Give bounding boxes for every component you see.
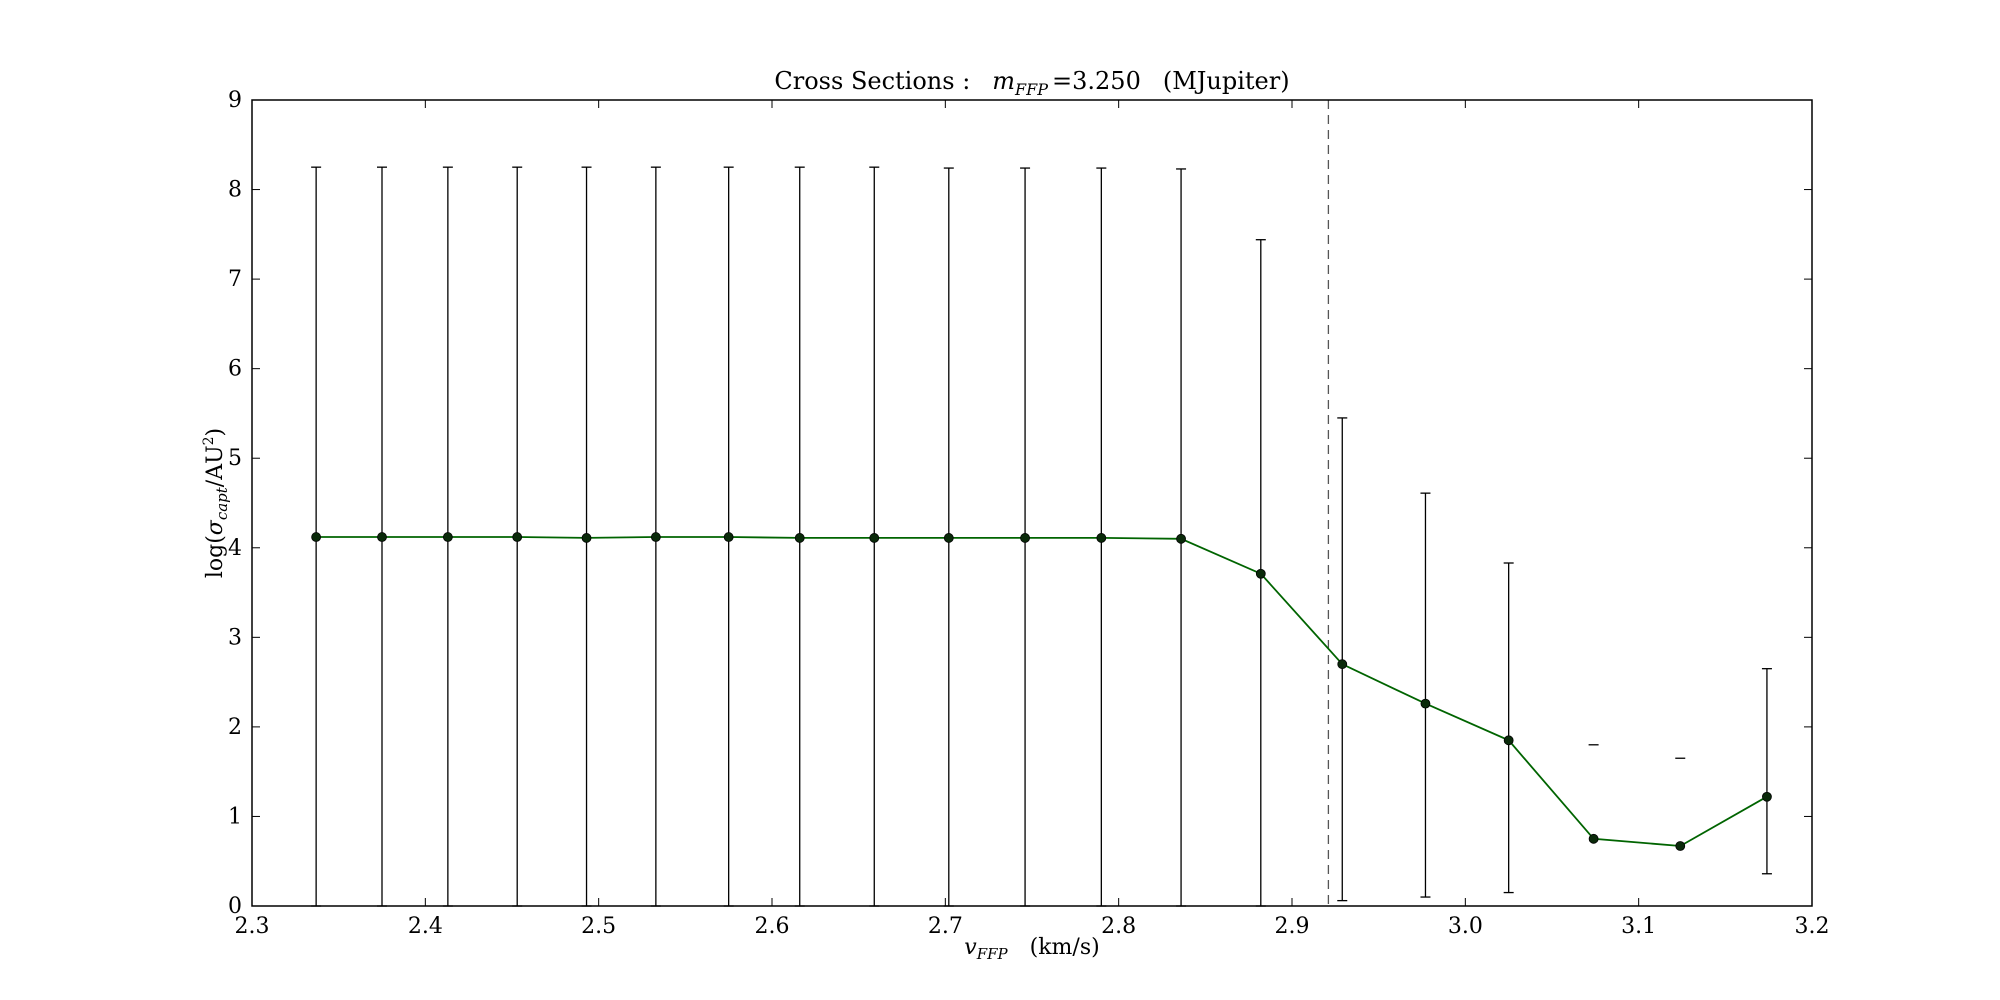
x-label-unit: (km/s) — [1030, 935, 1100, 960]
title-var: m — [992, 67, 1015, 95]
series-line — [316, 536, 1768, 847]
x-tick-label: 2.6 — [755, 914, 790, 939]
data-point — [1675, 841, 1686, 851]
data-point — [1096, 533, 1107, 543]
x-tick-label: 2.9 — [1275, 914, 1310, 939]
x-axis-label: vFFP (km/s) — [964, 935, 1099, 963]
x-tick-label: 2.8 — [1101, 914, 1136, 939]
data-point — [442, 532, 453, 542]
x-tick-label: 3.0 — [1448, 914, 1483, 939]
data-point — [1337, 659, 1348, 670]
x-tick-label: 2.5 — [581, 914, 616, 939]
x-tick-label: 2.4 — [408, 914, 443, 939]
data-point — [377, 532, 387, 542]
title-var-sub: FFP — [1014, 80, 1048, 99]
y-tick-label: 2 — [228, 715, 242, 740]
data-point — [869, 533, 880, 543]
y-label-mid: /AU — [203, 445, 228, 487]
data-point — [581, 533, 592, 543]
y-tick-label: 4 — [228, 536, 242, 561]
y-tick-label: 0 — [228, 894, 242, 919]
data-point — [1420, 698, 1431, 709]
title-prefix: Cross Sections : — [774, 67, 970, 95]
data-point — [1020, 533, 1030, 543]
y-tick-label: 9 — [228, 88, 242, 113]
y-label-var-sub: capt — [213, 486, 231, 520]
y-tick-label: 7 — [228, 267, 242, 292]
data-point — [650, 532, 661, 542]
data-point — [311, 532, 322, 542]
data-point — [1255, 568, 1266, 579]
axes-frame — [251, 99, 1813, 907]
x-tick-label: 3.1 — [1621, 914, 1656, 939]
y-tick-label: 5 — [228, 446, 242, 471]
data-point — [512, 532, 523, 542]
data-point — [794, 533, 805, 543]
x-tick-label: 2.7 — [928, 914, 963, 939]
data-point — [723, 532, 734, 542]
tick-layer: 2.3 2.4 2.5 2.6 2.7 2.8 2.9 3.0 3.1 3.2 0 1 2 3 4 5 6 7 8 9 — [228, 88, 1830, 939]
y-label-sup: 2 — [201, 436, 217, 445]
y-tick-label: 1 — [228, 804, 242, 829]
data-point — [1762, 791, 1772, 802]
chart-title: Cross Sections : mFFP =3.250 (MJupiter) — [774, 67, 1289, 99]
data-point — [943, 533, 954, 543]
data-point — [1588, 833, 1599, 844]
x-label-var: v — [964, 935, 977, 960]
x-label-var-sub: FFP — [976, 945, 1009, 963]
x-tick-label: 2.3 — [235, 914, 270, 939]
data-point — [1176, 533, 1186, 544]
y-tick-label: 3 — [228, 625, 242, 650]
y-label-prefix: log( — [203, 535, 228, 578]
title-value: =3.250 — [1052, 67, 1141, 95]
y-label-var: σ — [203, 519, 228, 535]
plot-layer — [311, 100, 1772, 907]
y-axis-label: log(σcapt/AU2) — [201, 428, 231, 578]
title-unit: (MJupiter) — [1163, 67, 1290, 95]
x-tick-label: 3.2 — [1795, 914, 1830, 939]
y-tick-label: 8 — [228, 178, 242, 203]
y-label-suffix: ) — [203, 428, 228, 437]
y-tick-label: 6 — [228, 357, 242, 382]
data-point — [1503, 735, 1514, 746]
